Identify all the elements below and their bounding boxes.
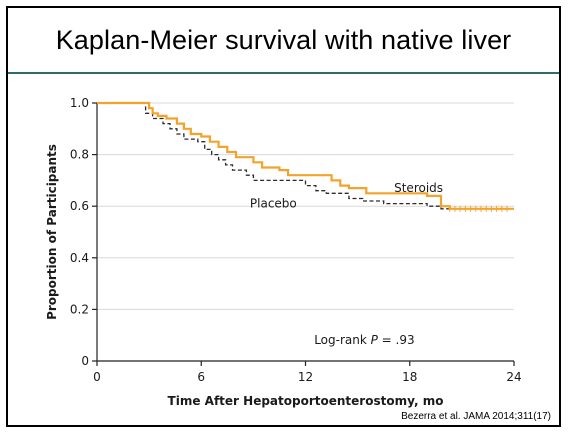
x-tick-label: 18: [402, 370, 417, 384]
y-tick-label: 0.6: [70, 199, 89, 213]
x-axis-title: Time After Hepatoportoenterostomy, mo: [168, 394, 444, 408]
y-tick-label: 0.2: [70, 302, 89, 316]
slide-title: Kaplan-Meier survival with native liver: [55, 24, 512, 55]
y-tick-label: 1.0: [70, 96, 89, 110]
y-tick-label: 0.8: [70, 148, 89, 162]
x-tick-label: 6: [197, 370, 205, 384]
slide: Kaplan-Meier survival with native liver …: [6, 6, 561, 427]
citation: Bezerra et al. JAMA 2014;311(17): [401, 411, 551, 422]
logrank-annotation: Log-rank P = .93: [314, 333, 414, 347]
series-label-placebo: Placebo: [250, 197, 297, 211]
series-label-steroids: Steroids: [394, 181, 443, 195]
x-tick-label: 24: [506, 370, 521, 384]
x-tick-label: 12: [298, 370, 313, 384]
y-axis-title: Proportion of Participants: [45, 144, 59, 320]
x-tick-label: 0: [93, 370, 101, 384]
title-bar: Kaplan-Meier survival with native liver: [8, 8, 559, 74]
series-line-placebo: [97, 102, 514, 210]
series-line-steroids: [97, 101, 514, 210]
y-tick-label: 0: [81, 354, 89, 368]
y-tick-label: 0.4: [70, 251, 89, 265]
